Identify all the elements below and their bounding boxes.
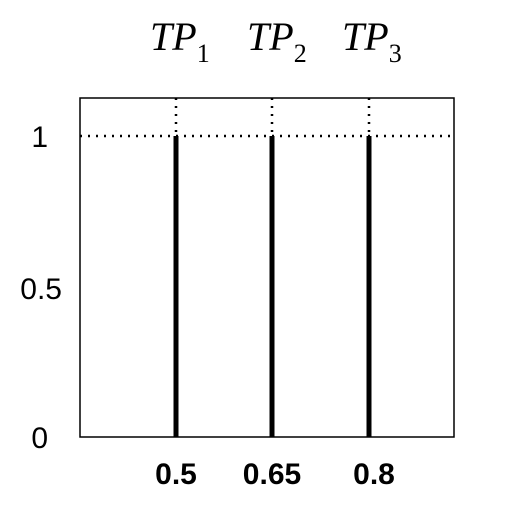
y-tick-1: 1 [31,121,48,154]
tp3-label-sub: 3 [389,39,402,68]
tp2-label-sub: 2 [294,39,307,68]
x-tick-0-5: 0.5 [155,458,197,491]
tp3-label: TP3 [342,14,402,68]
y-tick-0-5: 0.5 [20,273,62,306]
tp1-label-base: TP [150,14,197,59]
x-tick-0-8: 0.8 [353,458,395,491]
tp2-label-base: TP [247,14,294,59]
y-tick-0: 0 [31,422,48,455]
tp1-label-sub: 1 [197,39,210,68]
plot-frame [79,97,455,438]
tp1-label: TP1 [150,14,210,68]
tp2-label: TP2 [247,14,307,68]
tp3-label-base: TP [342,14,389,59]
x-tick-0-65: 0.65 [243,458,301,491]
